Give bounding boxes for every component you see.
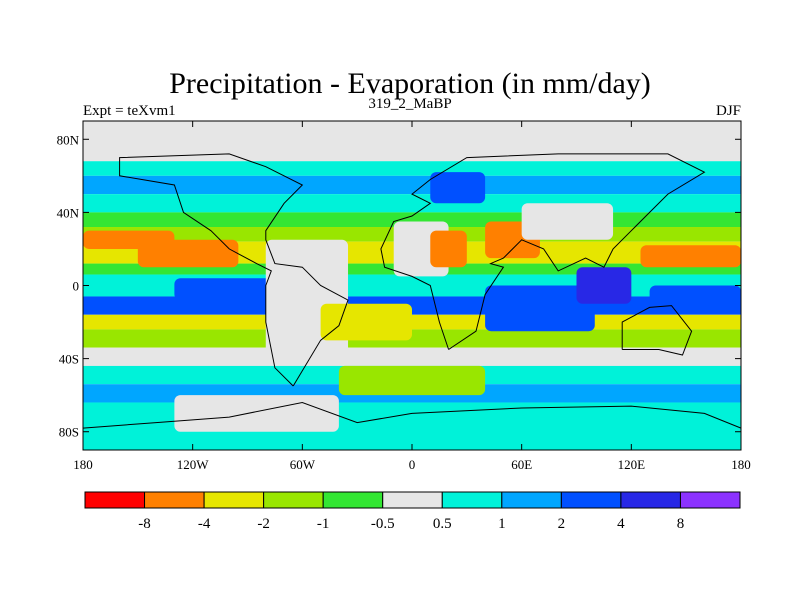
colorbar-label-7: 2 [558, 516, 566, 532]
lon-tick-label-1: 120W [177, 457, 210, 472]
field-patch-central-asia [521, 203, 614, 240]
lat-tick-label-1: 40N [57, 205, 80, 220]
field-patch-sahara-east [430, 230, 467, 268]
lat-tick-label-2: 0 [73, 279, 80, 294]
field-patch-west-pacific-dry [640, 245, 741, 268]
colorbar-box-7 [501, 491, 562, 509]
longitude-axis: 180 120W 60W 0 60E 120E 180 [73, 121, 751, 472]
colorbar-label-5: 0.5 [433, 516, 452, 532]
antarctica-outline [82, 401, 742, 429]
colorbar-box-6 [441, 491, 503, 509]
colorbar-box-9 [620, 491, 681, 509]
field-patch-south-america [265, 239, 349, 359]
colorbar-box-8 [560, 491, 622, 509]
right-subtitle: DJF [716, 103, 741, 119]
colorbar-label-0: -8 [138, 516, 151, 532]
field-patch-south-atlantic-green [338, 365, 486, 396]
colorbar-box-2 [203, 491, 265, 509]
lon-tick-label-5: 120E [618, 457, 646, 472]
lat-tick-label-3: 40S [59, 352, 79, 367]
colorbar-box-4 [322, 491, 384, 509]
colorbar-box-10 [679, 491, 741, 509]
figure-title: Precipitation - Evaporation (in mm/day) [169, 67, 651, 100]
colorbar-box-5 [382, 491, 443, 509]
field-patch-antarctic-coast-dry [174, 395, 339, 432]
field-patch-maritime-continent [576, 267, 632, 304]
colorbar-box-1 [144, 491, 205, 509]
colorbar-label-9: 8 [677, 516, 685, 532]
colorbar-box-3 [263, 491, 324, 509]
latitude-axis: 80N 40N 0 40S 80S [57, 132, 741, 440]
lon-tick-label-4: 60E [511, 457, 532, 472]
colorbar: -8 -4 -2 -1 -0.5 0.5 1 2 4 8 [84, 491, 741, 532]
field-band-2 [83, 175, 741, 195]
map-area [83, 121, 741, 450]
field-band-3 [83, 194, 741, 213]
field-band-0 [83, 121, 741, 162]
field-patch-north-pacific-band [83, 230, 175, 249]
colorbar-label-4: -0.5 [371, 516, 395, 532]
lon-tick-label-0: 180 [73, 457, 93, 472]
colorbar-label-6: 1 [498, 516, 506, 532]
americas-outline [119, 153, 349, 387]
field-patch-indian-ocean [485, 285, 595, 332]
lon-tick-label-6: 180 [731, 457, 751, 472]
lon-tick-label-3: 0 [409, 457, 416, 472]
left-subtitle: Expt = teXvm1 [83, 103, 176, 119]
field-patch-equatorial-east-pacific [174, 278, 285, 301]
lat-tick-label-0: 80N [57, 132, 80, 147]
coastline-layer [82, 153, 742, 429]
colorbar-label-3: -1 [317, 516, 330, 532]
colorbar-label-8: 4 [617, 516, 625, 532]
afro-eurasia-outline [380, 153, 706, 350]
colorbar-label-1: -4 [198, 516, 211, 532]
center-subtitle: 319_2_MaBP [368, 96, 451, 112]
lon-tick-label-2: 60W [290, 457, 316, 472]
field-patch-south-pacific-convergence [649, 285, 741, 308]
colorbar-box-0 [84, 491, 146, 509]
field-patch-europe [430, 172, 486, 204]
field-band-1 [83, 161, 741, 176]
australia-outline [621, 305, 693, 356]
field-patch-atlantic-south [320, 303, 412, 341]
lat-tick-label-4: 80S [59, 425, 79, 440]
colorbar-label-2: -2 [257, 516, 270, 532]
field-band-11 [83, 329, 741, 348]
field-band-12 [83, 347, 741, 366]
